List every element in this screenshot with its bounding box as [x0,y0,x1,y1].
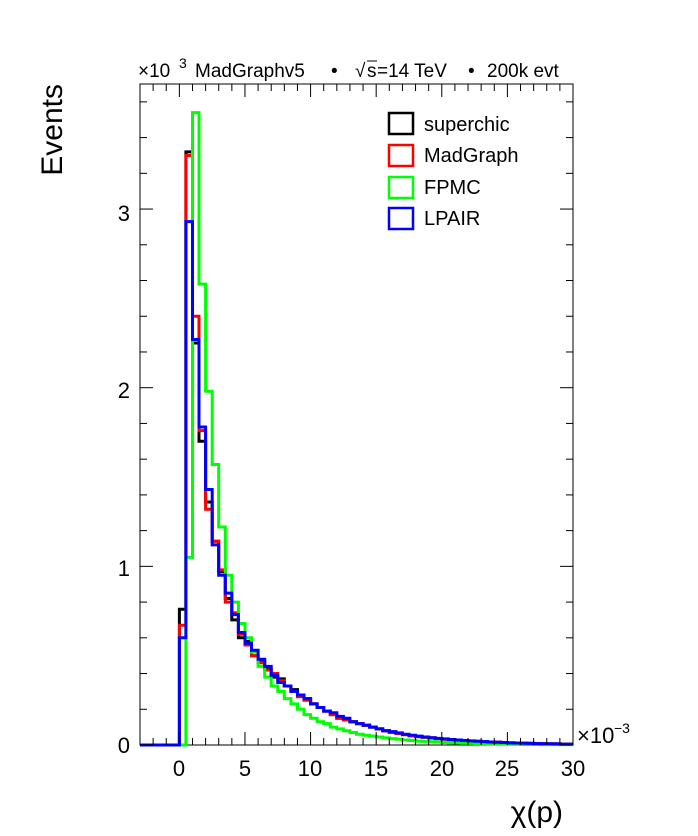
header-sqrt-s: s [367,61,377,82]
legend: superchic MadGraph FPMC LPAIR [387,111,519,231]
legend-label-fpmc: FPMC [424,177,481,199]
header-sqrt-symbol: √ [355,61,366,82]
legend-swatch-fpmc [387,175,415,200]
chart-header: ×10 3 MadGraphv5 • √ s =14 TeV • 200k ev… [138,55,560,82]
legend-label-madgraph: MadGraph [424,145,519,167]
series-layer [140,111,573,747]
y-tick-label-1: 1 [118,556,130,581]
x-tick-label-5: 5 [239,756,251,781]
y-tick-label-2: 2 [118,378,130,403]
y-tick-label-0: 0 [118,733,130,758]
header-energy: =14 TeV [377,61,447,82]
x-tick-label-20: 20 [430,756,454,781]
x-tick-label-10: 10 [298,756,322,781]
y-tick-label-3: 3 [118,201,130,226]
legend-swatch-madgraph [387,143,415,168]
x-tick-label-0: 0 [173,756,185,781]
header-generator: MadGraphv5 [195,61,305,82]
legend-swatch-superchic [387,111,415,136]
y-axis-title: Events [36,84,69,176]
x-axis-title: χ(p) [511,796,563,829]
y-tick-labels: 0 1 2 3 [118,201,130,758]
legend-swatch-lpair [387,206,415,231]
x-axis-multiplier-exp: −3 [614,720,630,736]
legend-label-lpair: LPAIR [424,208,480,230]
x-tick-labels: 0 5 10 15 20 25 30 [173,756,585,781]
legend-label-superchic: superchic [424,114,510,136]
histogram-series-lpair [140,220,573,747]
header-y-multiplier-base: ×10 [138,61,170,82]
plot-frame [139,83,574,746]
header-sample: 200k evt [487,61,560,82]
header-y-multiplier-exp: 3 [179,55,187,71]
header-separator-1: • [331,61,338,82]
tick-layer [140,84,574,746]
x-tick-label-25: 25 [495,756,519,781]
x-tick-label-15: 15 [364,756,388,781]
x-axis-multiplier-base: ×10 [577,723,614,748]
x-tick-label-30: 30 [561,756,585,781]
header-separator-2: • [468,61,475,82]
